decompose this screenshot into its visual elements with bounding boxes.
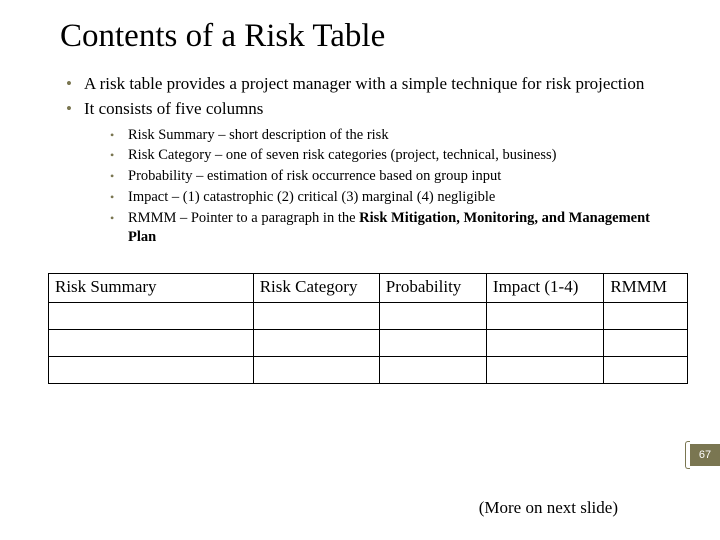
table-cell [49, 329, 254, 356]
slide: Contents of a Risk Table A risk table pr… [0, 0, 720, 540]
table-cell [486, 329, 603, 356]
inner-bullet: Impact – (1) catastrophic (2) critical (… [110, 188, 672, 207]
bullet-text: Risk Summary – short description of the … [128, 127, 389, 143]
bullet-text: It consists of five columns [84, 99, 263, 118]
slide-title: Contents of a Risk Table [48, 18, 672, 55]
outer-bullet: A risk table provides a project manager … [66, 73, 672, 94]
table-row [49, 329, 688, 356]
inner-bullet: RMMM – Pointer to a paragraph in the Ris… [110, 209, 672, 247]
outer-bullet-list: A risk table provides a project manager … [48, 73, 672, 247]
table-header: Risk Category [253, 273, 379, 302]
outer-bullet: It consists of five columns Risk Summary… [66, 98, 672, 246]
table-cell [486, 356, 603, 383]
risk-table: Risk Summary Risk Category Probability I… [48, 273, 688, 384]
table-cell [49, 356, 254, 383]
table-header: RMMM [604, 273, 688, 302]
table-cell [253, 329, 379, 356]
table-header-row: Risk Summary Risk Category Probability I… [49, 273, 688, 302]
table-cell [379, 329, 486, 356]
table-cell [253, 302, 379, 329]
inner-bullet: Risk Category – one of seven risk catego… [110, 146, 672, 165]
bullet-text: Risk Category – one of seven risk catego… [128, 147, 556, 163]
table-header: Impact (1-4) [486, 273, 603, 302]
inner-bullet-list: Risk Summary – short description of the … [84, 126, 672, 247]
table-cell [604, 356, 688, 383]
table-header: Probability [379, 273, 486, 302]
page-number: 67 [699, 449, 711, 461]
table-cell [379, 356, 486, 383]
bullet-prefix: RMMM – Pointer to a paragraph in the [128, 210, 359, 226]
table-header: Risk Summary [49, 273, 254, 302]
inner-bullet: Risk Summary – short description of the … [110, 126, 672, 145]
bullet-text: Probability – estimation of risk occurre… [128, 168, 501, 184]
table-row [49, 302, 688, 329]
table-row [49, 356, 688, 383]
table-cell [253, 356, 379, 383]
table-cell [486, 302, 603, 329]
table-cell [604, 329, 688, 356]
page-number-badge: 67 [690, 444, 720, 466]
table-cell [604, 302, 688, 329]
bullet-text: Impact – (1) catastrophic (2) critical (… [128, 189, 495, 205]
table-cell [379, 302, 486, 329]
inner-bullet: Probability – estimation of risk occurre… [110, 167, 672, 186]
bullet-text: A risk table provides a project manager … [84, 74, 644, 93]
more-note: (More on next slide) [479, 498, 618, 518]
table-cell [49, 302, 254, 329]
